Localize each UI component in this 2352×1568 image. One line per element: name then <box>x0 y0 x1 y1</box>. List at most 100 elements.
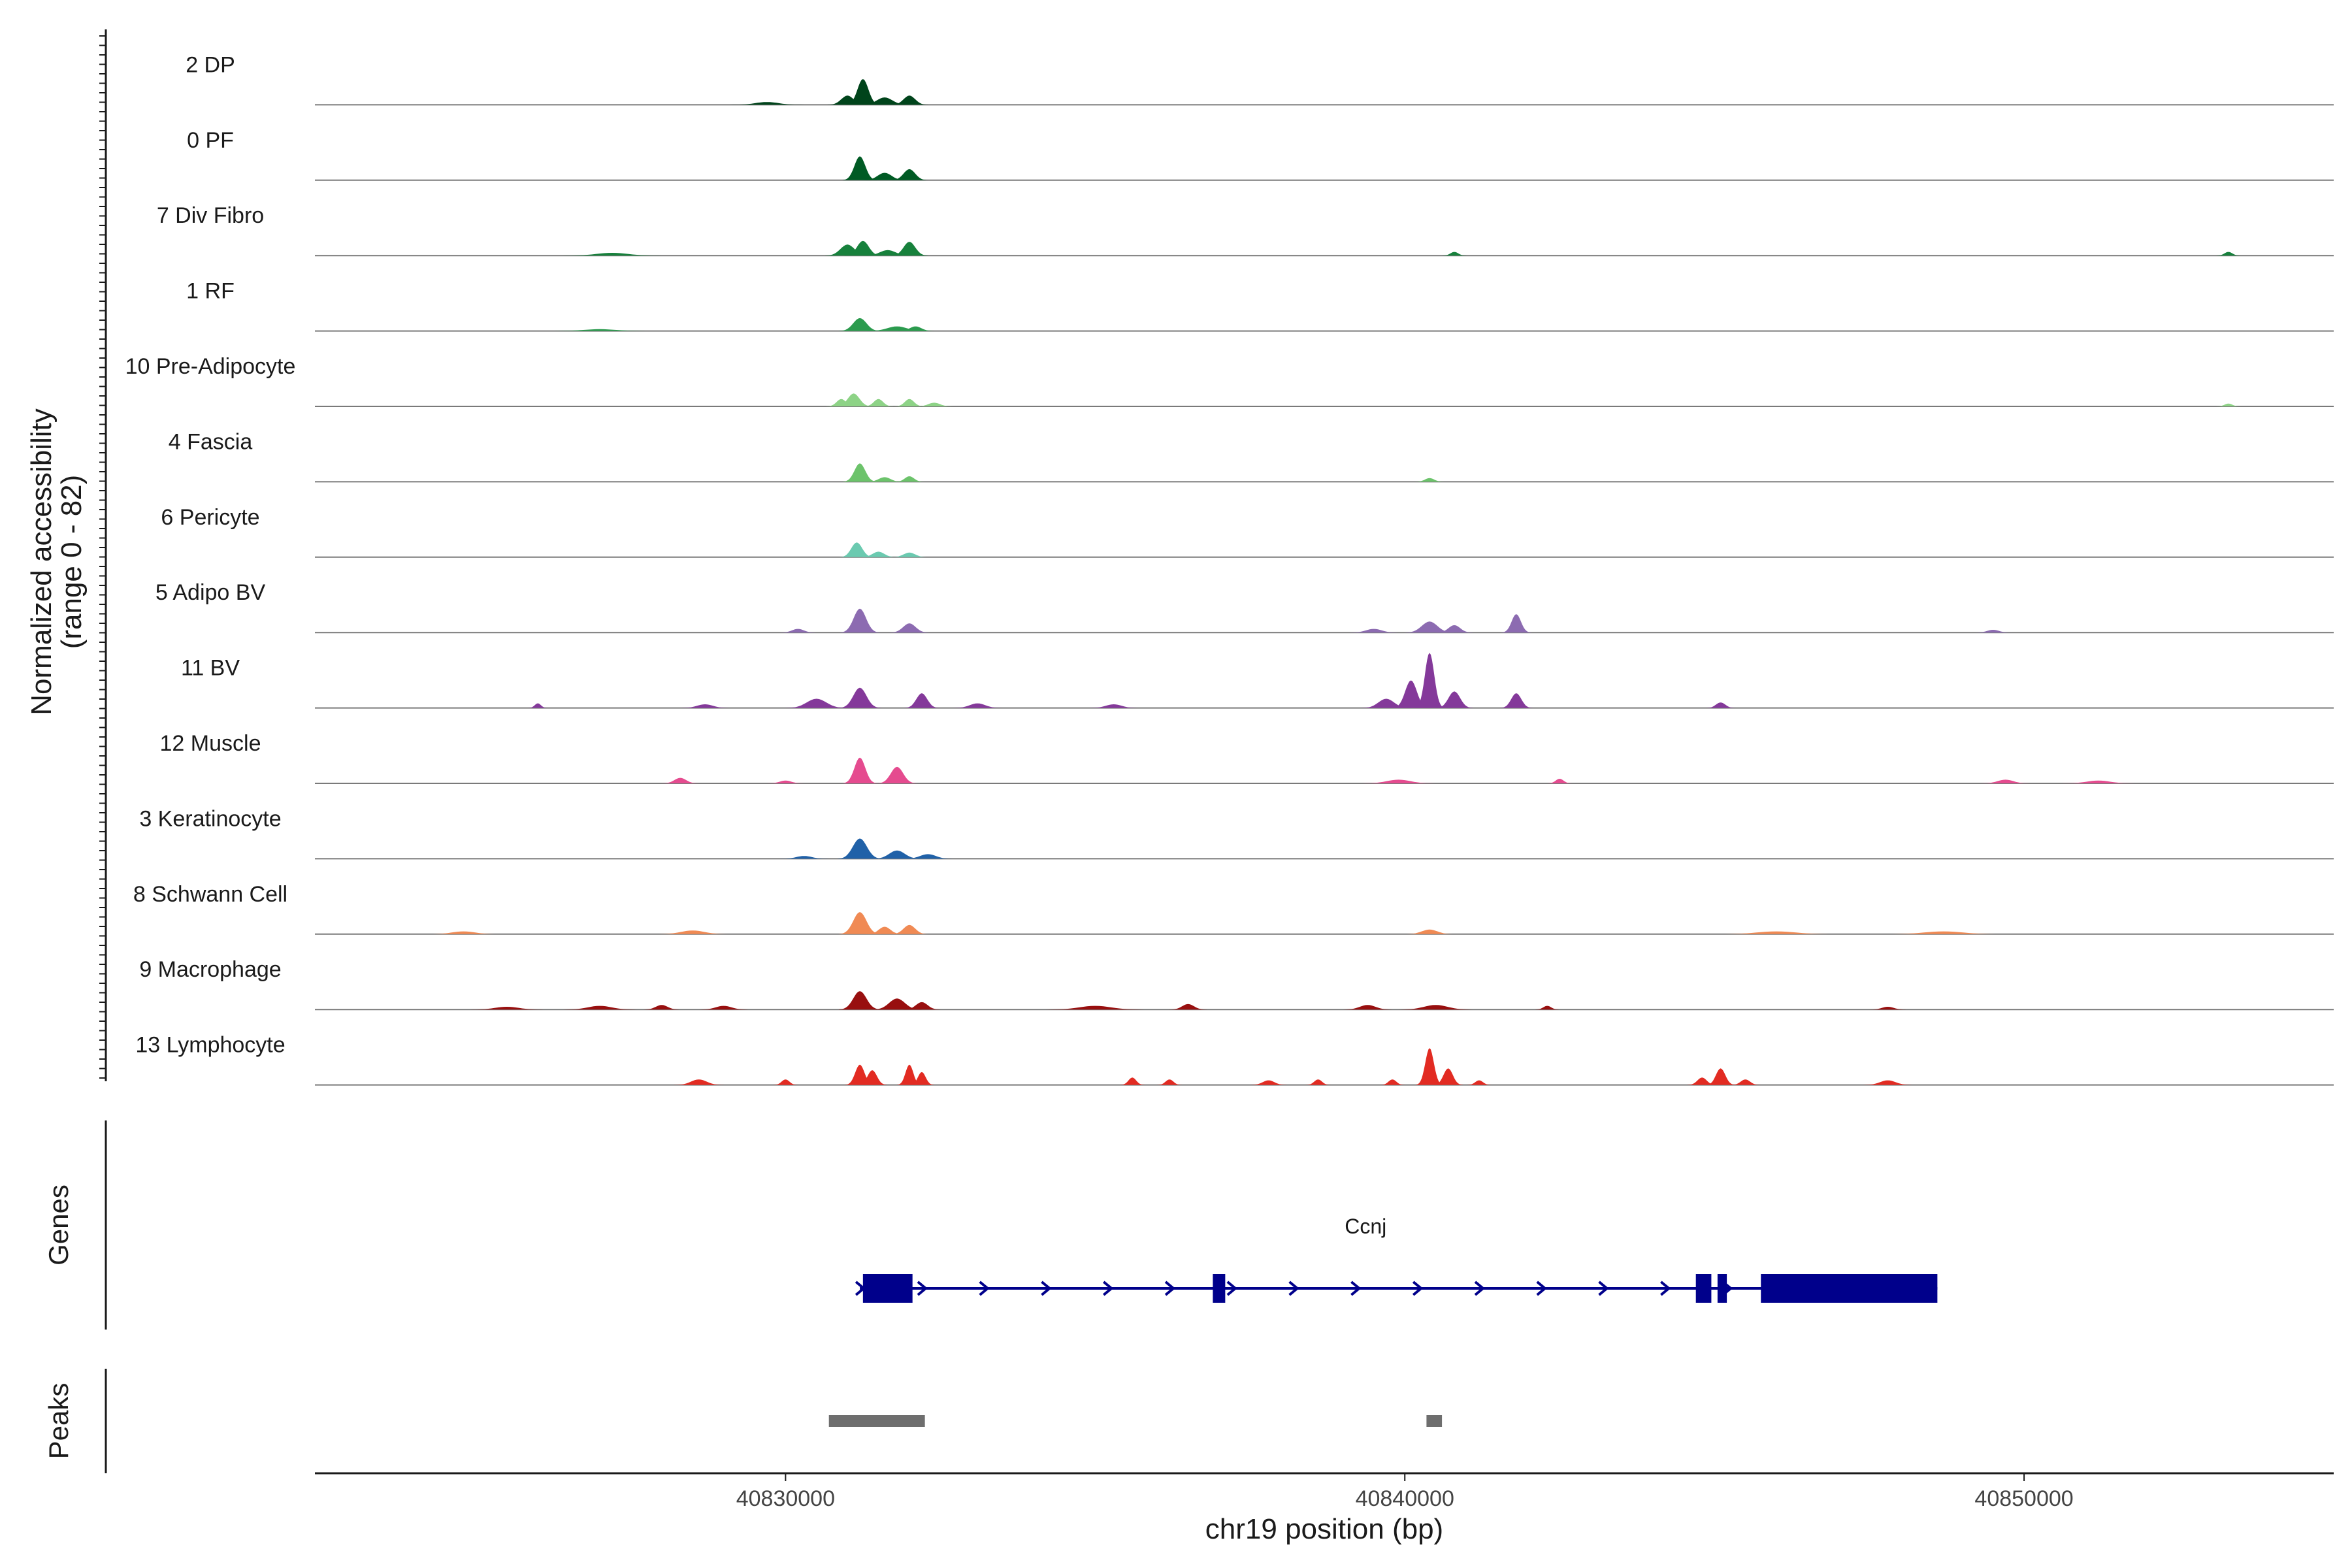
coverage-peak <box>890 95 928 105</box>
coverage-peak <box>563 1005 637 1010</box>
coverage-peak <box>1433 1068 1463 1085</box>
track-1: 2 DP <box>186 52 2334 106</box>
track-3: 7 Div Fibro <box>157 203 2334 257</box>
coverage-peak <box>1361 698 1411 708</box>
coverage-peak <box>779 856 829 859</box>
coverage-peak <box>890 242 928 256</box>
coverage-peak <box>890 552 928 557</box>
coverage-peak <box>860 97 909 105</box>
coverage-peak <box>1980 779 2031 783</box>
x-tick-label: 40850000 <box>1974 1486 2073 1511</box>
x-axis-title: chr19 position (bp) <box>1205 1513 1443 1545</box>
coverage-peak <box>1869 1007 1906 1010</box>
peak-regions <box>828 1415 1443 1427</box>
track-8: 5 Adipo BV <box>155 580 2334 634</box>
x-axis-ticks: 40830000 40840000 40850000 <box>736 1473 2074 1511</box>
coverage-peak <box>1730 1079 1761 1085</box>
coverage-peak <box>866 477 904 482</box>
strand-arrow <box>1474 1281 1486 1296</box>
coverage-peak <box>1416 1048 1443 1085</box>
coverage-peak <box>842 463 877 482</box>
coverage-peak <box>730 102 804 105</box>
coverage-peak <box>872 850 922 859</box>
coverage-peak <box>1157 1079 1182 1085</box>
coverage-peak <box>1974 630 2012 633</box>
strand-arrow <box>1226 1281 1237 1296</box>
track-label: 7 Div Fibro <box>157 203 264 228</box>
coverage-peak <box>872 998 922 1010</box>
coverage-peak <box>897 326 934 331</box>
peak-region <box>1426 1415 1443 1427</box>
y-axis: Normalized accessibility (range 0 - 82) <box>25 29 107 1081</box>
track-label: 4 Fascia <box>169 429 253 454</box>
track-label: 11 BV <box>181 656 240 681</box>
coverage-peak <box>838 687 881 708</box>
coverage-peak <box>1705 702 1736 708</box>
coverage-peak <box>1045 1005 1145 1010</box>
coverage-peak <box>1405 929 1454 934</box>
coverage-peak <box>528 703 548 708</box>
coverage-peak <box>1500 693 1533 708</box>
coverage-peak <box>1361 779 1436 783</box>
coverage-peak <box>889 623 930 633</box>
coverage-peak <box>890 169 928 180</box>
coverage-peak <box>862 250 913 256</box>
coverage-peak <box>866 926 904 934</box>
coverage-peak <box>1414 653 1445 708</box>
coverage-peak <box>903 1002 941 1010</box>
gene-exon <box>1761 1274 1938 1303</box>
coverage-peak <box>903 854 953 859</box>
gene-label: Ccnj <box>1345 1215 1386 1238</box>
coverage-peak <box>1547 779 1573 783</box>
coverage-peak <box>550 329 649 331</box>
coverage-peak <box>1392 680 1430 708</box>
coverage-peak <box>773 1079 798 1085</box>
strand-arrow <box>1598 1281 1609 1296</box>
coverage-peak <box>845 79 881 105</box>
coverage-peak <box>1088 704 1139 708</box>
coverage-peak <box>890 924 928 934</box>
x-tick-label: 40830000 <box>736 1486 835 1511</box>
coverage-peak <box>839 542 874 557</box>
track-label: 6 Pericyte <box>161 505 259 530</box>
coverage-peak <box>2215 403 2241 406</box>
coverage-peak <box>953 703 1003 708</box>
x-tick-label: 40840000 <box>1356 1486 1454 1511</box>
strand-arrow <box>1660 1281 1671 1296</box>
gene-exon <box>1213 1274 1226 1303</box>
track-11: 3 Keratinocyte <box>139 806 2334 860</box>
track-label: 3 Keratinocyte <box>139 806 281 831</box>
coverage-peak <box>655 930 730 934</box>
coverage-peak <box>1467 1080 1492 1085</box>
track-label: 10 Pre-Adipocyte <box>125 354 296 379</box>
track-4: 1 RF <box>186 279 2334 332</box>
coverage-peak <box>826 399 857 406</box>
coverage-peak <box>1714 931 1838 934</box>
coverage-peak <box>897 1064 922 1085</box>
strand-arrow <box>1412 1281 1424 1296</box>
peaks-panel-title: Peaks <box>43 1383 74 1460</box>
gene-exon <box>1695 1274 1712 1303</box>
coverage-peak <box>894 476 924 482</box>
coverage-tracks: 2 DP 0 PF 7 Div Fibro 1 RF 10 Pre-Adipocyte 4… <box>125 52 2334 1086</box>
coverage-peak <box>1405 621 1454 633</box>
track-5: 10 Pre-Adipocyte <box>125 354 2334 407</box>
coverage-peak <box>844 240 882 256</box>
track-14: 13 Lymphocyte <box>135 1033 2334 1086</box>
coverage-peak <box>1305 1079 1331 1085</box>
coverage-peak <box>1380 1079 1405 1085</box>
coverage-peak <box>862 172 907 180</box>
track-label: 2 DP <box>186 52 235 77</box>
coverage-peak <box>838 318 881 331</box>
strand-arrow <box>1102 1281 1114 1296</box>
coverage-peak <box>838 991 881 1010</box>
track-10: 12 Muscle <box>160 731 2334 784</box>
coverage-peak <box>2061 780 2136 783</box>
coverage-peak <box>779 629 817 633</box>
track-label: 8 Schwann Cell <box>133 882 287 907</box>
coverage-peak <box>1120 1077 1145 1085</box>
coverage-peak <box>426 931 501 934</box>
coverage-peak <box>1501 614 1531 633</box>
track-label: 13 Lymphocyte <box>135 1033 285 1058</box>
track-label: 9 Macrophage <box>139 957 281 982</box>
